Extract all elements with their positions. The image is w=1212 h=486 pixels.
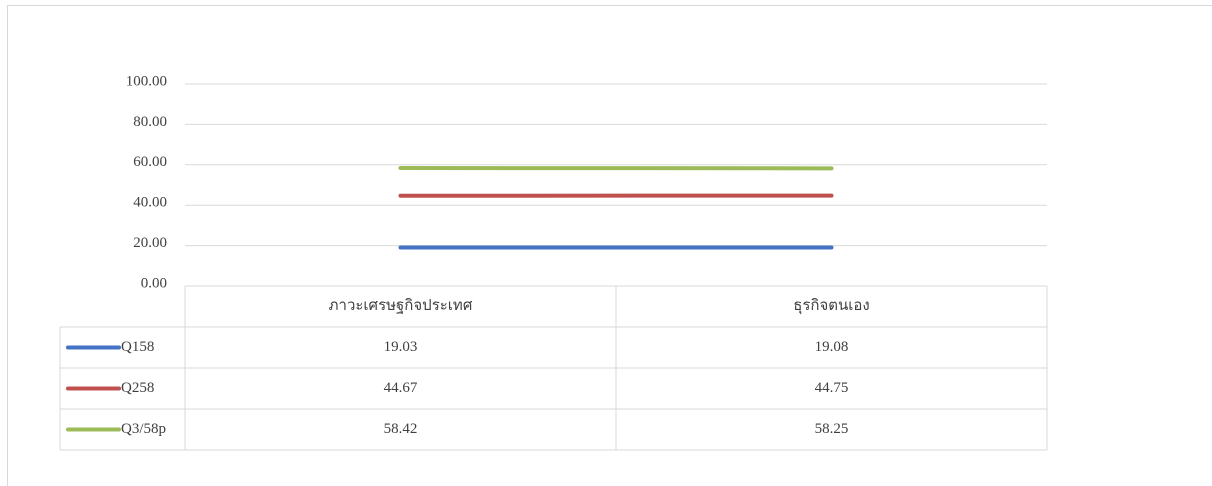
x-tick-label: ธุรกิจตนเอง [793, 297, 870, 315]
y-tick-label: 0.00 [141, 275, 167, 291]
table-value: 44.75 [815, 380, 849, 396]
table-value: 58.25 [815, 421, 849, 437]
table-value: 58.42 [384, 421, 418, 437]
legend-label: Q158 [121, 339, 154, 355]
x-tick-label: ภาวะเศรษฐกิจประเทศ [329, 297, 473, 314]
legend-label: Q3/58p [121, 421, 166, 437]
table-value: 44.67 [384, 380, 418, 396]
y-tick-label: 60.00 [133, 154, 167, 170]
y-tick-label: 20.00 [133, 235, 167, 251]
y-tick-label: 80.00 [133, 114, 167, 130]
legend-label: Q258 [121, 380, 154, 396]
table-value: 19.03 [384, 339, 418, 355]
y-tick-label: 40.00 [133, 195, 167, 211]
y-tick-label: 100.00 [126, 73, 167, 89]
table-value: 19.08 [815, 339, 849, 355]
